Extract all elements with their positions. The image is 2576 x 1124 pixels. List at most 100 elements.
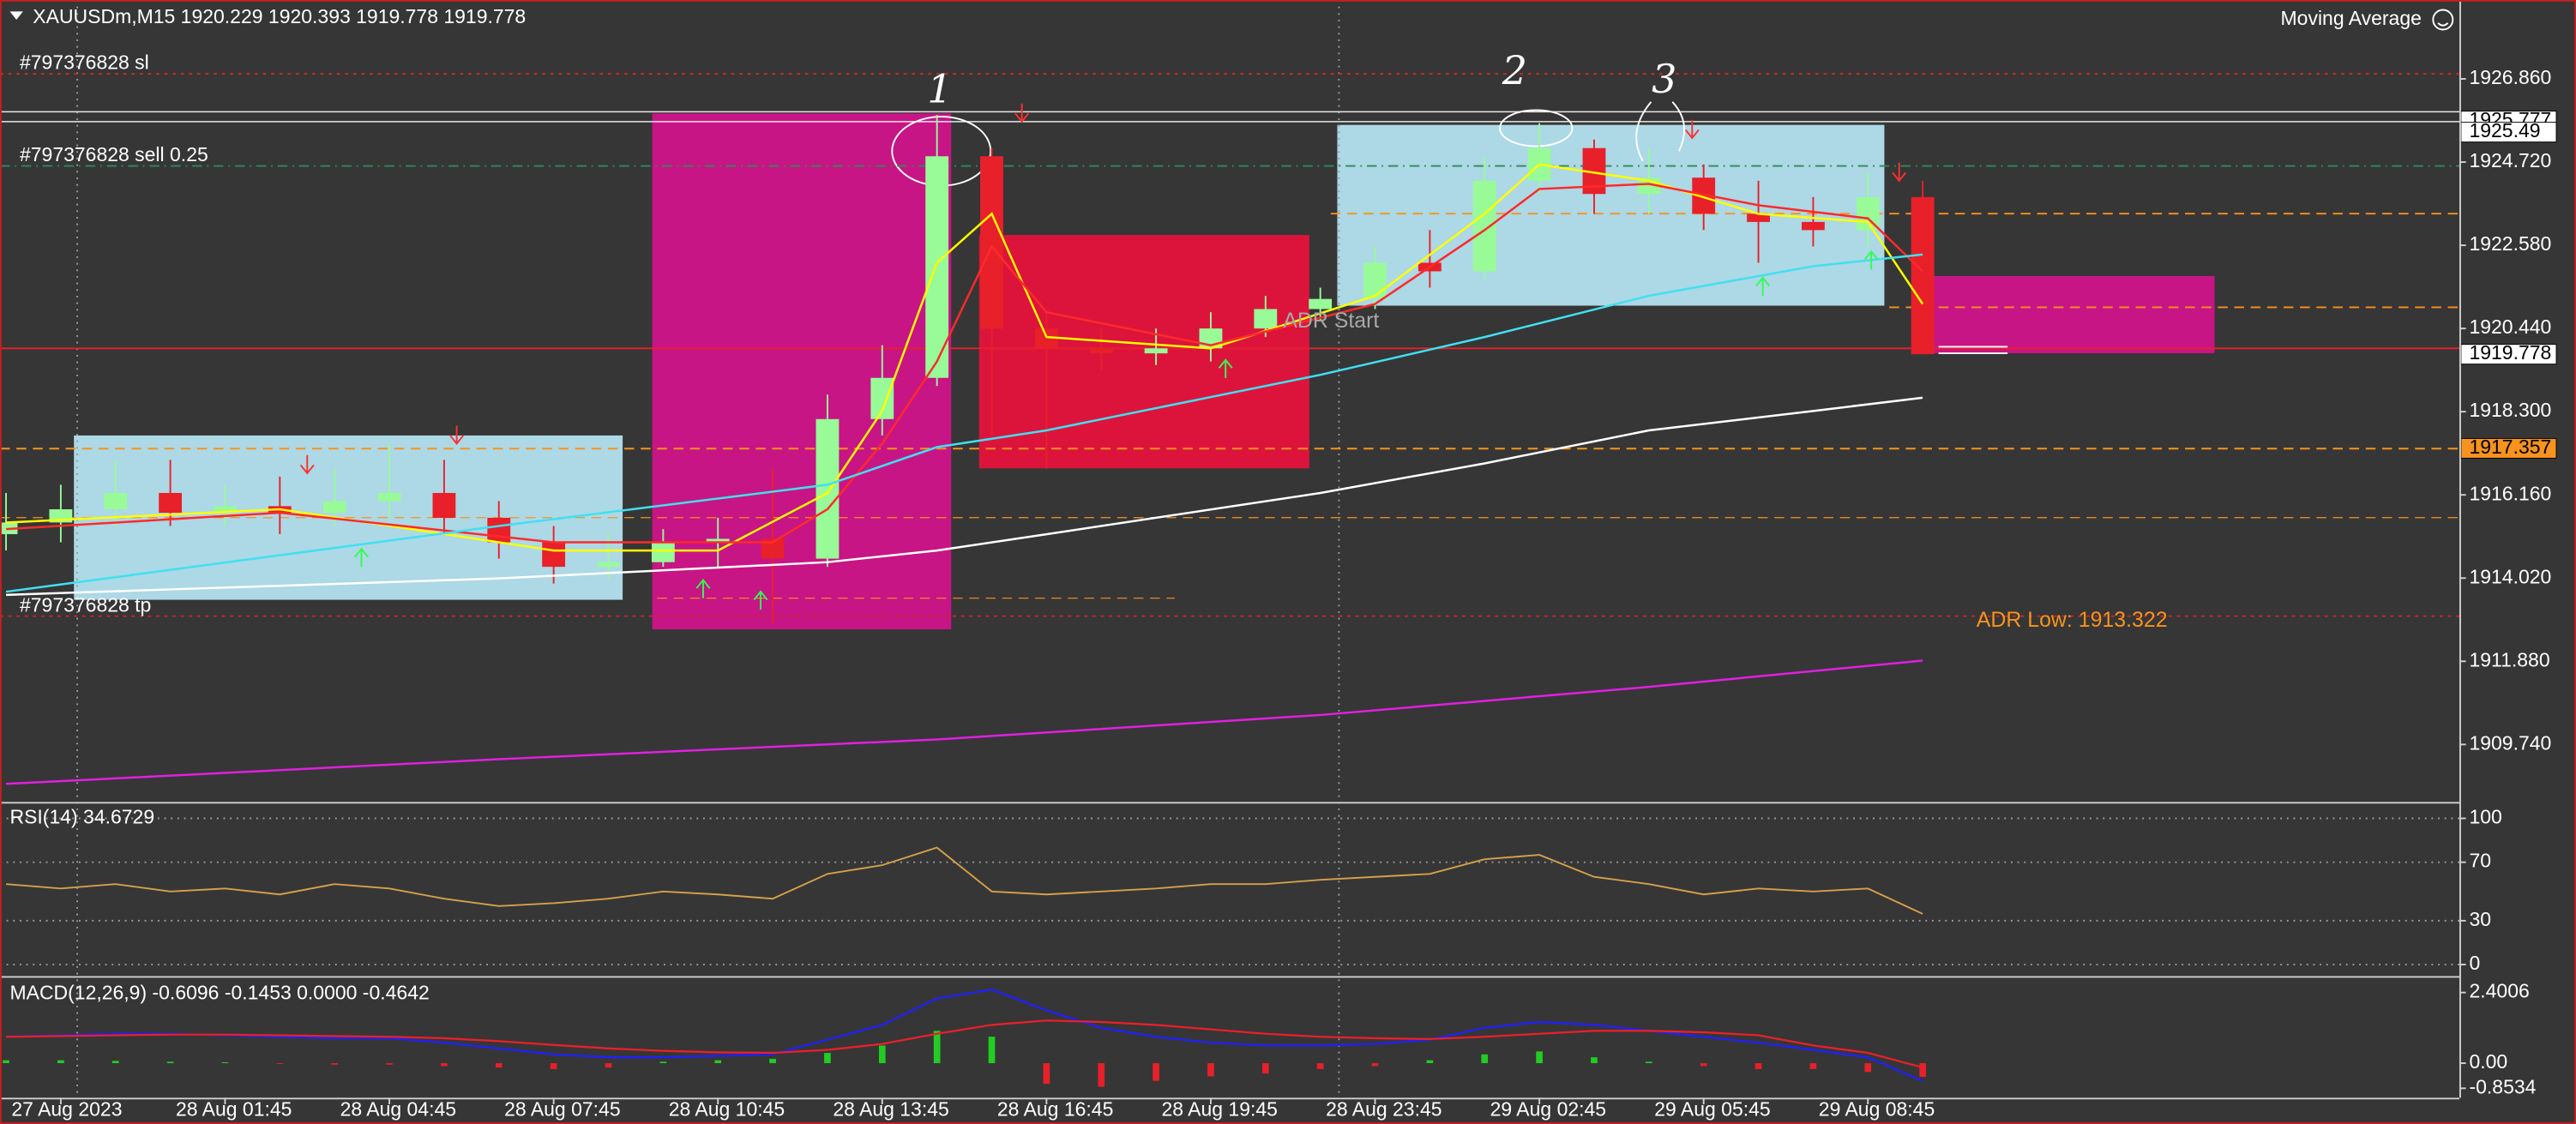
sell-arrow [299,454,315,475]
buy-arrow [695,579,711,598]
macd-histogram-bar [878,1045,886,1064]
zone-box [1337,124,1885,306]
rsi-title: RSI(14) 34.6729 [9,806,154,828]
macd-histogram-bar [1207,1063,1214,1077]
macd-histogram-bar [1864,1063,1872,1073]
macd-histogram-bar [1809,1063,1817,1069]
macd-histogram-bar [111,1061,119,1064]
annotation-number: 1 [927,65,952,111]
signal-arrows [299,103,1907,610]
candle-body [597,562,620,568]
candle-body [1089,348,1113,354]
macd-histogram-bar [57,1060,64,1064]
macd-histogram-bar [1261,1063,1269,1074]
candle-body [1254,309,1278,329]
candle-body [487,517,511,543]
macd-histogram-bar [988,1037,996,1064]
macd-histogram-bar [276,1063,284,1065]
candle-body [925,156,949,378]
y-tick-label: 1911.880 [2469,648,2549,670]
buy-arrow [1755,276,1771,296]
candle-body [1747,213,1770,222]
x-tick-label: 28 Aug 19:45 [1161,1098,1277,1121]
candle-body [432,492,456,518]
candle-body [706,538,730,543]
candle-body [104,492,128,510]
indicator-label[interactable]: Moving Average [2281,7,2422,29]
macd-histogram-bar [495,1063,503,1068]
macd-histogram-bar [1043,1063,1050,1085]
macd-histogram-bar [1153,1063,1159,1081]
sell-arrow [1892,162,1907,183]
y-tick-label: 1909.740 [2469,731,2551,754]
macd-histogram-bar [166,1061,174,1064]
y-tick-label: 1916.160 [2469,482,2551,504]
macd-histogram-bar [1700,1063,1707,1067]
buy-arrow [1218,358,1233,378]
candle-body [159,492,183,514]
candle-body [1034,328,1058,349]
rsi-line [6,846,1923,915]
y-tick-label: 1914.020 [2469,565,2551,587]
plot: 1926.860 1924.720 1922.580 1920.440 1918.300… [0,51,2557,1121]
candle-body [1363,262,1387,299]
sell-arrow [1014,103,1030,123]
macd-histogram-bar [933,1031,941,1064]
y-tick-label: 70 [2469,850,2491,872]
y-tick-label: 100 [2469,806,2501,828]
moving-average [6,183,1923,544]
macd-histogram-bar [1316,1063,1324,1069]
candle-body [651,542,675,562]
macd-histogram-bar [605,1063,612,1068]
x-tick-label: 29 Aug 05:45 [1654,1098,1770,1121]
macd-histogram-bar [1754,1063,1762,1069]
x-tick-label: 28 Aug 01:45 [176,1098,292,1121]
candle-body [214,506,237,514]
x-tick-label: 27 Aug 2023 [11,1098,122,1121]
macd-histogram-bar [3,1060,9,1064]
y-tick-label: 2.4006 [2469,980,2529,1002]
buy-arrow [753,590,768,610]
candle-body [980,156,1003,329]
candle-body [816,418,840,559]
y-tick-label: 0 [2469,952,2480,974]
macd-histogram-bar [1371,1063,1379,1067]
moving-average [5,253,1923,593]
macd-title: MACD(12,26,9) -0.6096 -0.1453 0.0000 -0.… [9,982,429,1004]
x-tick-label: 28 Aug 10:45 [669,1098,785,1121]
macd-histogram-bar [1481,1054,1489,1064]
indicator-icon[interactable] [2432,9,2454,31]
candle-body [1144,348,1168,354]
candle-body [377,492,401,502]
price-label: 1925.49 [2469,119,2540,141]
y-tick-label: -0.8534 [2469,1075,2536,1097]
macd-histogram-bar [331,1063,339,1065]
macd-histogram-bar [550,1063,557,1069]
y-tick-label: 0.00 [2469,1050,2507,1073]
order-label: #797376828 tp [20,593,151,616]
adr-start-label: ADR Start [1283,309,1379,333]
menu-triangle[interactable] [9,11,23,20]
annotation-stroke [1635,101,1685,162]
y-tick-label: 1918.300 [2469,399,2551,421]
macd-histogram-bar [714,1060,722,1064]
price-label: 1919.778 [2469,341,2551,364]
macd-signal-line [6,1019,1923,1069]
candle-body [1309,298,1333,310]
zone-box [652,113,952,630]
y-tick-label: 1924.720 [2469,149,2551,171]
candle-body [1911,196,1935,355]
buy-arrow [1863,249,1879,270]
x-tick-label: 28 Aug 23:45 [1326,1098,1441,1121]
x-tick-label: 28 Aug 04:45 [340,1098,456,1121]
macd-histogram-bar [386,1063,393,1065]
candle-body [1472,180,1496,272]
annotation-number: 3 [1652,56,1676,102]
sell-arrow [1684,119,1700,140]
guides [0,0,2459,1098]
zone-box [1913,276,2215,354]
